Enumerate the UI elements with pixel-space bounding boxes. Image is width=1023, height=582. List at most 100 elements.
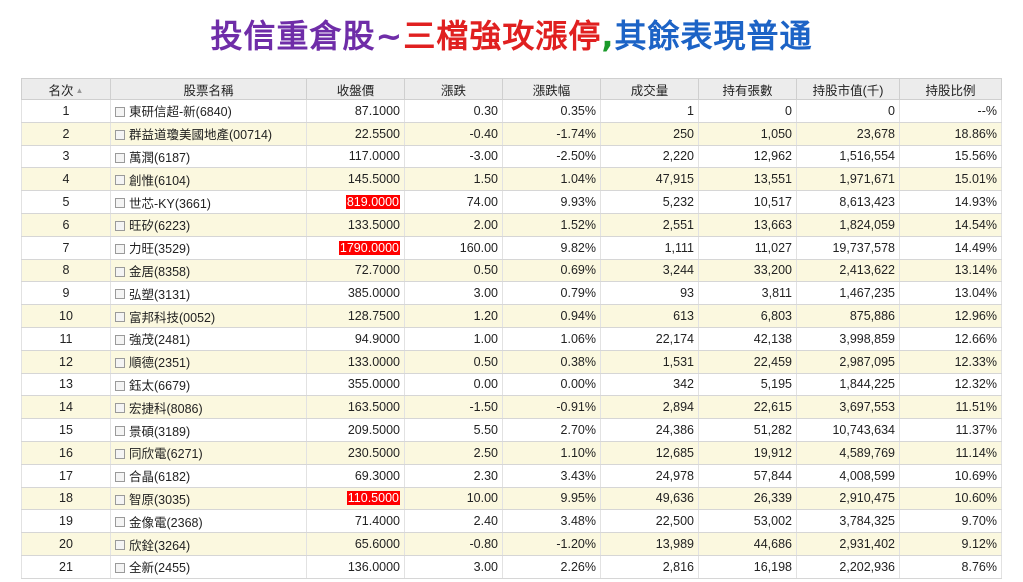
table-row[interactable]: 8 金居(8358) 72.7000 0.50 0.69% 3,244 33,200 2,41… <box>21 259 1002 283</box>
table-row[interactable]: 15 景碩(3189) 209.5000 5.50 2.70% 24,386 51,282 1… <box>21 418 1002 442</box>
stock-name[interactable]: 金居(8358) <box>129 264 191 279</box>
stock-name-cell[interactable]: 群益道瓊美國地產(00714) <box>110 122 307 146</box>
checkbox-icon[interactable] <box>115 152 125 163</box>
stock-name[interactable]: 智原(3035) <box>129 492 191 507</box>
checkbox-icon[interactable] <box>115 380 125 391</box>
checkbox-icon[interactable] <box>115 403 125 414</box>
stock-name-cell[interactable]: 金像電(2368) <box>110 509 307 534</box>
checkbox-icon[interactable] <box>115 563 125 574</box>
stock-name[interactable]: 順德(2351) <box>129 356 191 371</box>
stock-name-cell[interactable]: 強茂(2481) <box>110 327 307 351</box>
stock-name-cell[interactable]: 世芯-KY(3661) <box>110 190 307 214</box>
checkbox-icon[interactable] <box>115 266 125 277</box>
table-row[interactable]: 6 旺矽(6223) 133.5000 2.00 1.52% 2,551 13,663 1,8… <box>21 213 1002 237</box>
stock-name-cell[interactable]: 金居(8358) <box>110 259 307 283</box>
table-row[interactable]: 21 全新(2455) 136.0000 3.00 2.26% 2,816 16,198 2,… <box>21 555 1002 579</box>
checkbox-icon[interactable] <box>115 517 125 528</box>
column-header-rank[interactable]: 名次 ▲ <box>21 78 111 100</box>
stock-name-cell[interactable]: 鈺太(6679) <box>110 373 307 397</box>
stock-name[interactable]: 金像電(2368) <box>129 515 203 530</box>
stock-name-cell[interactable]: 同欣電(6271) <box>110 441 307 465</box>
checkbox-icon[interactable] <box>115 335 125 346</box>
table-row[interactable]: 3 萬潤(6187) 117.0000 -3.00 -2.50% 2,220 12,962 1… <box>21 145 1002 169</box>
checkbox-icon[interactable] <box>115 540 125 551</box>
change-cell: 3.00 <box>404 555 503 579</box>
table-row[interactable]: 19 金像電(2368) 71.4000 2.40 3.48% 22,500 53,002 3… <box>21 509 1002 534</box>
table-row[interactable]: 20 欣銓(3264) 65.6000 -0.80 -1.20% 13,989 44,686… <box>21 532 1002 556</box>
column-header-change[interactable]: 漲跌 <box>404 78 503 100</box>
stock-name[interactable]: 景碩(3189) <box>129 424 191 439</box>
sort-arrows-icon[interactable]: ▲ <box>75 85 84 95</box>
stock-name-cell[interactable]: 力旺(3529) <box>110 236 307 260</box>
checkbox-icon[interactable] <box>115 175 125 186</box>
stock-name-cell[interactable]: 景碩(3189) <box>110 418 307 442</box>
stock-name-cell[interactable]: 弘塑(3131) <box>110 281 307 306</box>
stock-name-cell[interactable]: 旺矽(6223) <box>110 213 307 237</box>
table-row[interactable]: 5 世芯-KY(3661) 819.0000 74.00 9.93% 5,232 10,51… <box>21 190 1002 214</box>
stock-name[interactable]: 弘塑(3131) <box>129 287 191 302</box>
column-header-holding-ratio[interactable]: 持股比例 <box>899 78 1002 100</box>
checkbox-icon[interactable] <box>115 471 125 482</box>
checkbox-icon[interactable] <box>115 198 125 209</box>
column-header-volume[interactable]: 成交量 <box>600 78 699 100</box>
table-row[interactable]: 17 合晶(6182) 69.3000 2.30 3.43% 24,978 57,844 4,… <box>21 464 1002 488</box>
table-row[interactable]: 7 力旺(3529) 1790.0000 160.00 9.82% 1,111 11,027… <box>21 236 1002 260</box>
stock-name[interactable]: 創惟(6104) <box>129 173 191 188</box>
checkbox-icon[interactable] <box>115 312 125 323</box>
stock-name-cell[interactable]: 合晶(6182) <box>110 464 307 488</box>
close-price-cell: 94.9000 <box>306 327 405 351</box>
table-row[interactable]: 9 弘塑(3131) 385.0000 3.00 0.79% 93 3,811 1,467,2… <box>21 281 1002 306</box>
stock-name-cell[interactable]: 宏捷科(8086) <box>110 395 307 420</box>
checkbox-icon[interactable] <box>115 426 125 437</box>
stock-name-cell[interactable]: 欣銓(3264) <box>110 532 307 556</box>
holding-value-cell: 1,824,059 <box>796 213 900 237</box>
table-row[interactable]: 16 同欣電(6271) 230.5000 2.50 1.10% 12,685 19,912… <box>21 441 1002 465</box>
holding-value-cell: 19,737,578 <box>796 236 900 260</box>
table-row[interactable]: 13 鈺太(6679) 355.0000 0.00 0.00% 342 5,195 1,844… <box>21 373 1002 397</box>
stock-name[interactable]: 力旺(3529) <box>129 242 191 257</box>
stock-name[interactable]: 旺矽(6223) <box>129 219 191 234</box>
checkbox-icon[interactable] <box>115 357 125 368</box>
stock-name[interactable]: 同欣電(6271) <box>129 447 203 462</box>
column-header-name[interactable]: 股票名稱 <box>110 78 307 100</box>
stock-name[interactable]: 欣銓(3264) <box>129 538 191 553</box>
stock-name[interactable]: 強茂(2481) <box>129 333 191 348</box>
checkbox-icon[interactable] <box>115 289 125 300</box>
column-header-shares-held[interactable]: 持有張數 <box>698 78 797 100</box>
stock-name[interactable]: 宏捷科(8086) <box>129 401 203 416</box>
stock-name[interactable]: 鈺太(6679) <box>129 378 191 393</box>
stock-name[interactable]: 全新(2455) <box>129 561 191 576</box>
stock-name-cell[interactable]: 智原(3035) <box>110 487 307 511</box>
stock-name[interactable]: 萬潤(6187) <box>129 150 191 165</box>
table-row[interactable]: 2 群益道瓊美國地產(00714) 22.5500 -0.40 -1.74% 250 1,0… <box>21 122 1002 146</box>
stock-name-cell[interactable]: 富邦科技(0052) <box>110 304 307 328</box>
table-row[interactable]: 4 創惟(6104) 145.5000 1.50 1.04% 47,915 13,551 1,… <box>21 167 1002 192</box>
checkbox-icon[interactable] <box>115 243 125 254</box>
checkbox-icon[interactable] <box>115 494 125 505</box>
checkbox-icon[interactable] <box>115 221 125 232</box>
column-header-close[interactable]: 收盤價 <box>306 78 405 100</box>
checkbox-icon[interactable] <box>115 129 125 140</box>
table-row[interactable]: 10 富邦科技(0052) 128.7500 1.20 0.94% 613 6,803 875… <box>21 304 1002 328</box>
stock-name-cell[interactable]: 全新(2455) <box>110 555 307 579</box>
stock-name-cell[interactable]: 順德(2351) <box>110 350 307 374</box>
stock-name[interactable]: 群益道瓊美國地產(00714) <box>129 128 273 143</box>
table-row[interactable]: 1 東研信超-新(6840) 87.1000 0.30 0.35% 1 0 0 --% <box>21 99 1002 123</box>
stock-name-cell[interactable]: 東研信超-新(6840) <box>110 99 307 123</box>
table-row[interactable]: 11 強茂(2481) 94.9000 1.00 1.06% 22,174 42,138 3,… <box>21 327 1002 351</box>
table-row[interactable]: 14 宏捷科(8086) 163.5000 -1.50 -0.91% 2,894 22,61… <box>21 395 1002 420</box>
checkbox-icon[interactable] <box>115 449 125 460</box>
stock-name[interactable]: 富邦科技(0052) <box>129 310 216 325</box>
column-header-holding-value[interactable]: 持股市值(千) <box>796 78 900 100</box>
table-row[interactable]: 12 順德(2351) 133.0000 0.50 0.38% 1,531 22,459 2,… <box>21 350 1002 374</box>
stock-name[interactable]: 合晶(6182) <box>129 470 191 485</box>
stock-name-cell[interactable]: 創惟(6104) <box>110 167 307 192</box>
stock-name[interactable]: 世芯-KY(3661) <box>129 196 211 211</box>
stock-name[interactable]: 東研信超-新(6840) <box>129 105 232 120</box>
rank-cell: 4 <box>21 167 111 192</box>
column-header-change-pct[interactable]: 漲跌幅 <box>502 78 601 100</box>
checkbox-icon[interactable] <box>115 107 125 118</box>
table-row[interactable]: 18 智原(3035) 110.5000 10.00 9.95% 49,636 26,339… <box>21 487 1002 511</box>
stock-name-cell[interactable]: 萬潤(6187) <box>110 145 307 169</box>
rank-cell: 16 <box>21 441 111 465</box>
